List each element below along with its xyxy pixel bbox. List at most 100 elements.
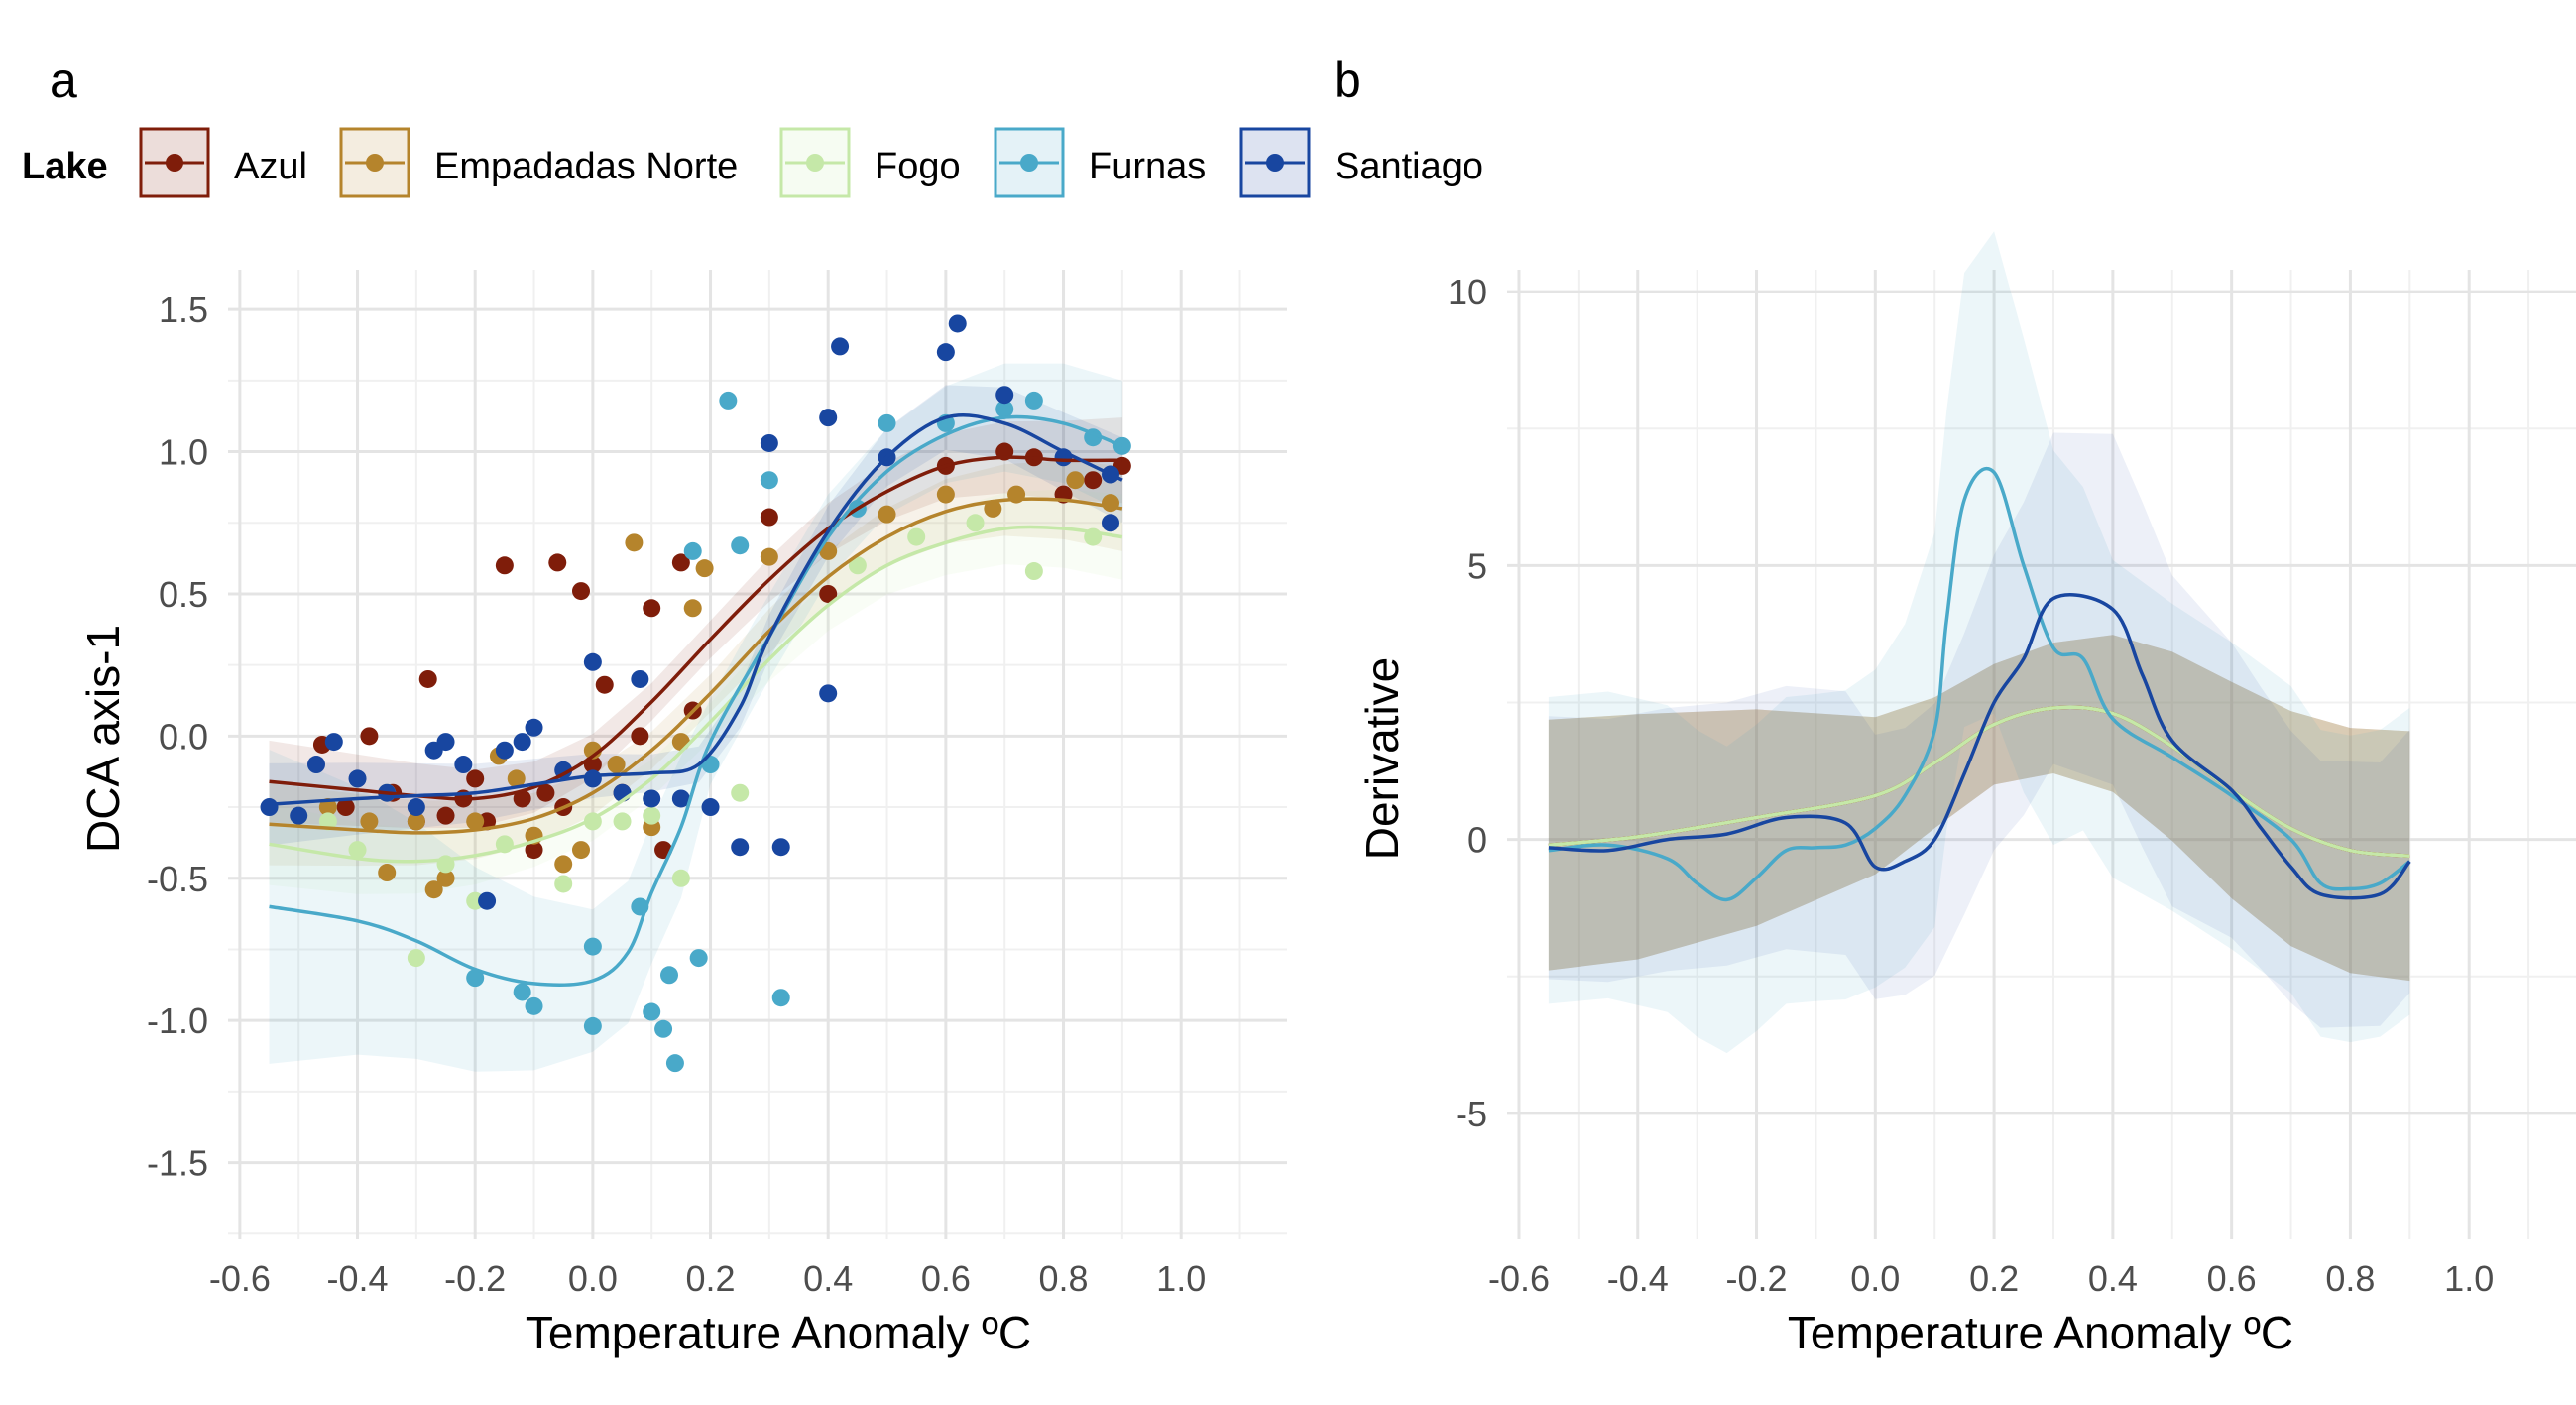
panel-a: -0.6 -0.4 -0.2 0.0 0.2 0.4 0.6 0.8 1.0 -1.5 -1.0 -0… <box>77 270 1287 1358</box>
panel-b-ribbon-azul <box>1548 635 2410 982</box>
panel-a-point-empadadas-norte <box>424 880 443 899</box>
legend-label-fogo: Fogo <box>875 146 961 187</box>
panel-a-x-tick-label: -0.6 <box>209 1258 271 1299</box>
panel-a-point-azul <box>548 553 567 572</box>
legend-title: Lake <box>22 146 108 187</box>
panel-b-x-tick-label: -0.6 <box>1488 1258 1550 1299</box>
panel-a-point-santiago <box>513 733 531 752</box>
panel-a-point-empadadas-norte <box>378 864 397 882</box>
panel-a-point-furnas <box>760 471 778 490</box>
legend-label-furnas: Furnas <box>1089 146 1206 187</box>
legend: Lake Azul Empadadas Norte Fogo Furnas Santia… <box>22 127 1483 198</box>
legend-label-empadadas-norte: Empadadas Norte <box>434 146 738 187</box>
panel-a-point-azul <box>536 783 555 802</box>
panel-a-point-fogo <box>848 556 867 575</box>
panel-b-x-tick-label: -0.4 <box>1607 1258 1669 1299</box>
panel-a-point-santiago <box>760 433 778 452</box>
panel-b-x-tick-label: -0.2 <box>1726 1258 1788 1299</box>
panel-a-x-tick-label: -0.2 <box>444 1258 506 1299</box>
panel-a-point-santiago <box>701 798 720 817</box>
panel-a-point-empadadas-norte <box>936 485 955 504</box>
panel-a-point-empadadas-norte <box>572 841 590 860</box>
panel-a-point-santiago <box>819 409 838 427</box>
legend-key-point-empadadas-norte <box>366 154 384 172</box>
panel-a-point-empadadas-norte <box>436 869 455 887</box>
panel-b: -0.6 -0.4 -0.2 0.0 0.2 0.4 0.6 0.8 1.0 -5 0 5 10 Tem… <box>1356 231 2576 1358</box>
legend-key-point-furnas <box>1020 154 1038 172</box>
legend-item-empadadas-norte: Empadadas Norte <box>339 127 738 198</box>
legend-key-point-azul <box>166 154 183 172</box>
legend-key-point-santiago <box>1266 154 1284 172</box>
panel-a-point-azul <box>418 669 437 688</box>
panel-a-y-tick-label: -0.5 <box>147 859 208 899</box>
panel-a-x-tick-label: 0.8 <box>1039 1258 1089 1299</box>
panel-a-point-empadadas-norte <box>625 533 644 552</box>
panel-b-ribbon-santiago <box>1548 432 2410 1028</box>
panel-a-point-fogo <box>613 812 632 831</box>
panel-a-point-santiago <box>436 733 455 752</box>
panel-a-point-empadadas-norte <box>407 812 425 831</box>
panel-a-fit-empadadas-norte <box>269 497 1123 835</box>
panel-a-point-santiago <box>731 838 750 857</box>
panel-a-fit-lines <box>269 413 1123 987</box>
panel-b-x-axis-title: Temperature Anomaly ºC <box>1788 1307 2293 1358</box>
panel-a-point-empadadas-norte <box>360 812 379 831</box>
panel-a-point-furnas <box>583 1016 602 1035</box>
panel-a-point-santiago <box>583 769 602 788</box>
panel-a-point-empadadas-norte <box>671 733 690 752</box>
legend-item-fogo: Fogo <box>779 127 961 198</box>
panel-a-point-santiago <box>948 314 967 333</box>
panel-a-x-tick-label: 1.0 <box>1156 1258 1206 1299</box>
panel-a-point-fogo <box>671 869 690 887</box>
panel-a-point-fogo <box>407 949 425 968</box>
panel-a-point-furnas <box>689 949 708 968</box>
panel-b-ribbon-empadadas-norte <box>1548 635 2410 982</box>
panel-a-point-santiago <box>495 741 514 760</box>
panel-a-point-santiago <box>407 798 425 817</box>
panel-a-point-santiago <box>936 343 955 362</box>
panel-a-point-azul <box>525 841 543 860</box>
legend-item-azul: Azul <box>139 127 307 198</box>
panel-a-point-furnas <box>643 1002 661 1021</box>
panel-a-point-azul <box>760 508 778 527</box>
legend-item-furnas: Furnas <box>994 127 1206 198</box>
panel-a-point-furnas <box>995 400 1014 418</box>
panel-a-point-azul <box>336 798 355 817</box>
panel-a-y-tick-label: -1.0 <box>147 1000 208 1041</box>
panel-a-point-empadadas-norte <box>878 505 896 524</box>
panel-a-point-fogo <box>1024 562 1043 581</box>
panel-a-point-azul <box>513 789 531 808</box>
panel-a-point-santiago <box>671 789 690 808</box>
panel-a-x-tick-label: 0.2 <box>686 1258 736 1299</box>
panel-a-point-empadadas-norte <box>466 812 485 831</box>
panel-a-point-empadadas-norte <box>819 541 838 560</box>
panel-a-point-empadadas-norte <box>695 559 714 578</box>
panel-a-point-furnas <box>525 996 543 1015</box>
panel-a-point-empadadas-norte <box>507 769 526 788</box>
panel-a-point-azul <box>495 556 514 575</box>
panel-a-point-fogo <box>348 841 367 860</box>
legend-label-azul: Azul <box>234 146 307 187</box>
panel-b-ribbon-fogo <box>1548 635 2410 982</box>
panel-a-x-tick-label: 0.0 <box>568 1258 618 1299</box>
panel-a-point-furnas <box>466 969 485 988</box>
panel-a-point-furnas <box>771 989 790 1007</box>
panel-a-point-santiago <box>643 789 661 808</box>
panel-a-point-furnas <box>719 391 738 410</box>
panel-a-point-santiago <box>525 718 543 737</box>
panel-a-point-furnas <box>665 1054 684 1073</box>
panel-a-point-santiago <box>260 798 279 817</box>
panel-a-point-azul <box>436 806 455 825</box>
panel-a-point-santiago <box>1102 514 1119 532</box>
panel-a-x-tick-label: 0.6 <box>921 1258 971 1299</box>
panel-b-y-tick-label: 10 <box>1448 272 1487 312</box>
panel-a-point-empadadas-norte <box>607 756 626 774</box>
panel-a-point-fogo <box>731 783 750 802</box>
panel-a-point-azul <box>643 599 661 618</box>
panel-a-point-fogo <box>643 806 661 825</box>
panel-a-fit-santiago <box>269 413 1123 806</box>
panel-b-x-tick-label: 0.4 <box>2088 1258 2138 1299</box>
panel-a-point-santiago <box>290 806 308 825</box>
panel-a-point-furnas <box>654 1019 673 1038</box>
